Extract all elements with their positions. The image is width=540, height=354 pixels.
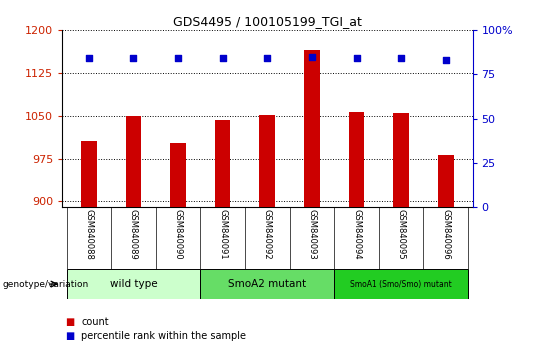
Text: GSM840091: GSM840091 bbox=[218, 209, 227, 259]
Text: GSM840088: GSM840088 bbox=[84, 209, 93, 260]
Text: ■: ■ bbox=[65, 331, 74, 341]
Point bbox=[174, 56, 183, 61]
Bar bbox=[304, 50, 320, 207]
Text: GSM840094: GSM840094 bbox=[352, 209, 361, 259]
Text: ■: ■ bbox=[65, 317, 74, 327]
Bar bbox=[200, 269, 334, 299]
Text: genotype/variation: genotype/variation bbox=[3, 280, 89, 289]
Text: percentile rank within the sample: percentile rank within the sample bbox=[81, 331, 246, 341]
Bar bbox=[393, 113, 409, 207]
Title: GDS4495 / 100105199_TGI_at: GDS4495 / 100105199_TGI_at bbox=[173, 15, 362, 28]
Text: count: count bbox=[81, 317, 109, 327]
Bar bbox=[438, 155, 454, 207]
Point bbox=[352, 56, 361, 61]
Text: SmoA1 (Smo/Smo) mutant: SmoA1 (Smo/Smo) mutant bbox=[350, 280, 452, 289]
Point bbox=[218, 56, 227, 61]
Bar bbox=[215, 120, 231, 207]
Point bbox=[441, 57, 450, 63]
Text: GSM840093: GSM840093 bbox=[307, 209, 316, 260]
Bar bbox=[66, 269, 200, 299]
Point bbox=[129, 56, 138, 61]
Bar bbox=[334, 269, 468, 299]
Text: wild type: wild type bbox=[110, 279, 157, 289]
Text: GSM840095: GSM840095 bbox=[396, 209, 406, 259]
Text: GSM840096: GSM840096 bbox=[441, 209, 450, 260]
Bar bbox=[260, 115, 275, 207]
Text: SmoA2 mutant: SmoA2 mutant bbox=[228, 279, 306, 289]
Text: GSM840090: GSM840090 bbox=[173, 209, 183, 259]
Bar bbox=[126, 116, 141, 207]
Bar bbox=[349, 112, 365, 207]
Bar bbox=[81, 142, 97, 207]
Point bbox=[397, 56, 406, 61]
Text: GSM840089: GSM840089 bbox=[129, 209, 138, 260]
Point bbox=[85, 56, 93, 61]
Text: GSM840092: GSM840092 bbox=[263, 209, 272, 259]
Bar bbox=[170, 143, 186, 207]
Point bbox=[263, 56, 272, 61]
Point bbox=[308, 54, 316, 59]
